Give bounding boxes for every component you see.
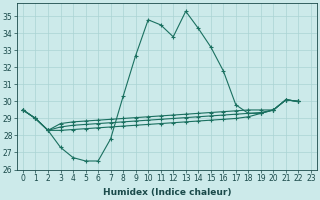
X-axis label: Humidex (Indice chaleur): Humidex (Indice chaleur) xyxy=(103,188,231,197)
